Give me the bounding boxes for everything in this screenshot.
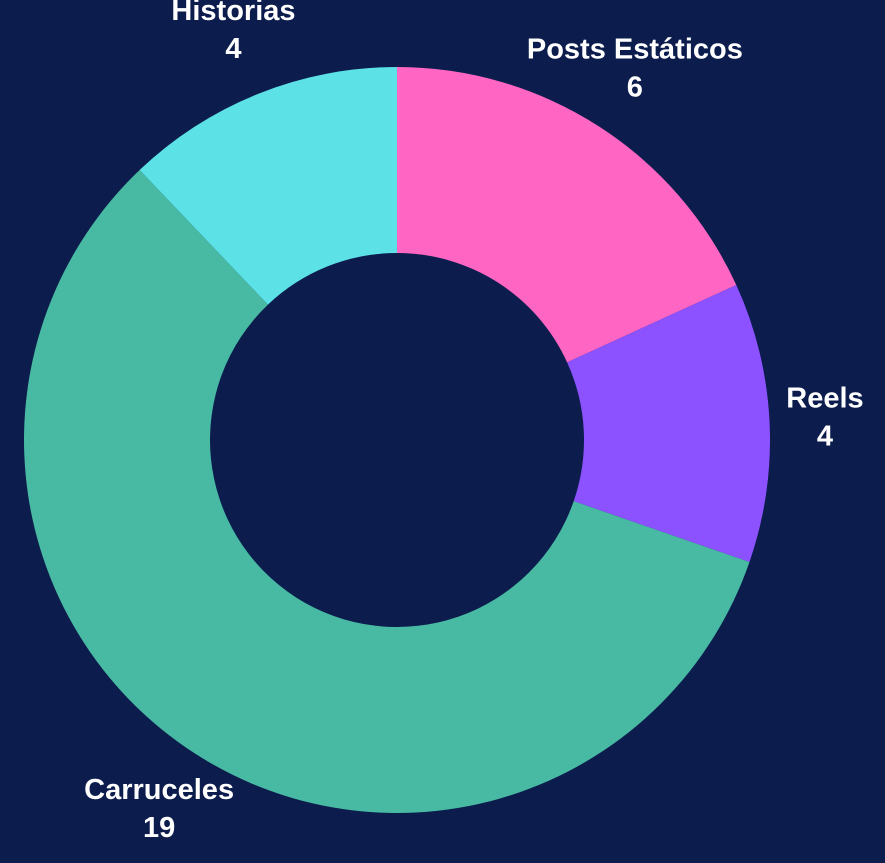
slice-value: 4 (225, 33, 241, 65)
slice-label: Reels (786, 383, 863, 415)
donut-slice (567, 285, 770, 562)
slice-value: 6 (627, 72, 643, 104)
slice-label: Posts Estáticos (527, 34, 743, 66)
donut-slice (397, 67, 737, 363)
slice-value: 19 (143, 812, 175, 844)
slice-label: Historias (171, 0, 295, 27)
slice-value: 4 (817, 421, 833, 453)
donut-slice (24, 170, 750, 813)
donut-slice (139, 67, 397, 305)
slice-label: Carruceles (84, 774, 234, 806)
